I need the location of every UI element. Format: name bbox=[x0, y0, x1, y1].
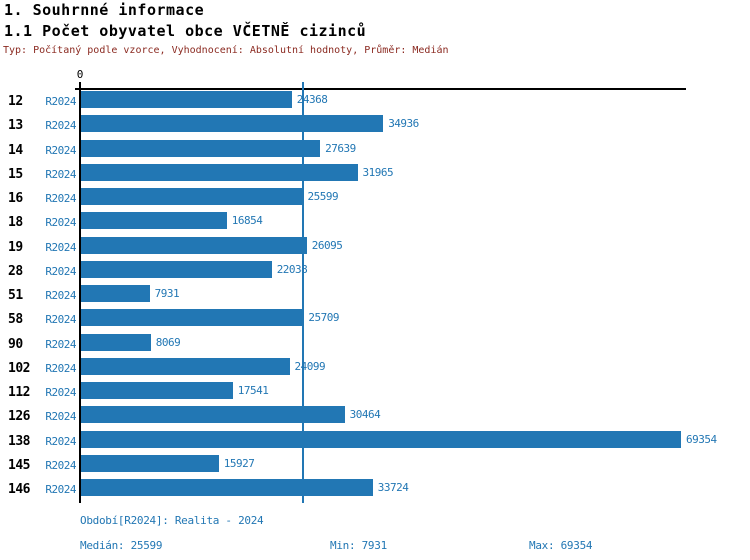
x-axis-line bbox=[75, 88, 686, 90]
bar bbox=[81, 188, 303, 205]
bar bbox=[81, 91, 292, 108]
bar bbox=[81, 357, 290, 375]
row-series-label: R2024 bbox=[45, 95, 76, 108]
bar bbox=[81, 479, 373, 496]
bar-value-label: 8069 bbox=[155, 335, 181, 349]
row-series-label: R2024 bbox=[45, 313, 76, 327]
row-series-label: R2024 bbox=[45, 337, 76, 351]
bar bbox=[81, 115, 384, 133]
chart-row: 19 R2024 26095 bbox=[0, 236, 750, 261]
row-series-label: R2024 bbox=[45, 483, 76, 496]
section-title: 1.1 Počet obyvatel obce VČETNĚ cizinců bbox=[4, 22, 367, 40]
report-title: 1. Souhrnné informace bbox=[4, 1, 205, 19]
bar bbox=[81, 309, 304, 327]
bar bbox=[81, 406, 345, 424]
row-series-label: R2024 bbox=[45, 143, 76, 157]
row-series-label: R2024 bbox=[45, 458, 76, 472]
chart-row: 12 R2024 24368 bbox=[0, 91, 750, 115]
bar-value-label: 34936 bbox=[388, 117, 419, 131]
row-category-label: 126 bbox=[8, 409, 30, 425]
row-category-label: 138 bbox=[8, 433, 30, 449]
chart-row: 126 R2024 30464 bbox=[0, 406, 750, 430]
bar-value-label: 24099 bbox=[294, 359, 326, 373]
bar-value-label: 16854 bbox=[231, 214, 263, 228]
bar-value-label: 33724 bbox=[377, 481, 409, 494]
bar-value-label: 15927 bbox=[223, 456, 255, 470]
chart-row: 28 R2024 22038 bbox=[0, 260, 750, 285]
bar-value-label: 24368 bbox=[296, 93, 328, 106]
row-series-label: R2024 bbox=[45, 264, 76, 278]
row-category-label: 102 bbox=[8, 360, 30, 376]
chart-row: 15 R2024 31965 bbox=[0, 163, 750, 188]
chart-row: 102 R2024 24099 bbox=[0, 357, 750, 382]
row-category-label: 15 bbox=[8, 166, 23, 182]
bar bbox=[81, 454, 219, 472]
period-label: Období[R2024]: Realita - 2024 bbox=[80, 514, 264, 527]
row-series-label: R2024 bbox=[45, 410, 76, 424]
x-axis-origin-label: 0 bbox=[76, 68, 84, 81]
min-stat-label: Min: 7931 bbox=[330, 539, 387, 552]
row-category-label: 18 bbox=[8, 215, 23, 231]
max-stat-label: Max: 69354 bbox=[529, 539, 593, 552]
chart-row: 146 R2024 33724 bbox=[0, 479, 750, 503]
bar-value-label: 27639 bbox=[325, 141, 356, 155]
chart-row: 145 R2024 15927 bbox=[0, 454, 750, 479]
row-category-label: 112 bbox=[8, 385, 30, 400]
row-series-label: R2024 bbox=[45, 240, 76, 254]
row-category-label: 146 bbox=[8, 482, 30, 497]
bar bbox=[81, 139, 321, 157]
row-category-label: 19 bbox=[8, 239, 23, 255]
row-category-label: 90 bbox=[8, 336, 23, 352]
bar-value-label: 17541 bbox=[237, 384, 269, 397]
row-series-label: R2024 bbox=[45, 167, 76, 181]
chart-meta-line: Typ: Počítaný podle vzorce, Vyhodnocení:… bbox=[3, 45, 449, 56]
bar-value-label: 69354 bbox=[686, 432, 717, 446]
row-category-label: 14 bbox=[8, 142, 23, 158]
median-stat-label: Medián: 25599 bbox=[80, 539, 163, 552]
bar bbox=[81, 382, 233, 399]
row-series-label: R2024 bbox=[45, 216, 76, 230]
row-category-label: 145 bbox=[8, 457, 30, 473]
bar-value-label: 25709 bbox=[308, 311, 340, 325]
chart-row: 138 R2024 69354 bbox=[0, 430, 750, 455]
chart-rows: 12 R2024 24368 13 R2024 34936 14 R2024 27639 15 R2… bbox=[0, 91, 750, 503]
row-category-label: 16 bbox=[8, 191, 23, 206]
bar bbox=[81, 236, 307, 254]
row-series-label: R2024 bbox=[45, 361, 76, 375]
chart-row: 112 R2024 17541 bbox=[0, 382, 750, 406]
bar-value-label: 7931 bbox=[154, 287, 180, 300]
row-category-label: 51 bbox=[8, 288, 23, 303]
chart-row: 16 R2024 25599 bbox=[0, 188, 750, 212]
chart-row: 58 R2024 25709 bbox=[0, 309, 750, 333]
row-category-label: 12 bbox=[8, 94, 23, 109]
bar bbox=[81, 212, 227, 230]
row-category-label: 28 bbox=[8, 263, 23, 279]
row-series-label: R2024 bbox=[45, 192, 76, 205]
chart-row: 18 R2024 16854 bbox=[0, 212, 750, 236]
bar bbox=[81, 333, 151, 351]
bar-value-label: 22038 bbox=[276, 262, 308, 276]
row-series-label: R2024 bbox=[45, 386, 76, 399]
row-series-label: R2024 bbox=[45, 434, 76, 448]
row-series-label: R2024 bbox=[45, 119, 76, 133]
chart-row: 14 R2024 27639 bbox=[0, 139, 750, 164]
chart-row: 51 R2024 7931 bbox=[0, 285, 750, 309]
bar-value-label: 30464 bbox=[349, 408, 381, 422]
bar-value-label: 31965 bbox=[362, 165, 394, 179]
chart-row: 90 R2024 8069 bbox=[0, 333, 750, 358]
bar bbox=[81, 163, 358, 181]
row-category-label: 58 bbox=[8, 312, 23, 328]
bar-value-label: 25599 bbox=[307, 190, 339, 203]
bar-value-label: 26095 bbox=[311, 238, 343, 252]
y-axis-line bbox=[79, 82, 81, 503]
median-gridline bbox=[301, 82, 304, 503]
bar bbox=[81, 260, 272, 278]
row-category-label: 13 bbox=[8, 118, 23, 134]
row-series-label: R2024 bbox=[45, 289, 76, 302]
bar bbox=[81, 285, 150, 302]
bar bbox=[81, 430, 681, 448]
chart-row: 13 R2024 34936 bbox=[0, 115, 750, 139]
